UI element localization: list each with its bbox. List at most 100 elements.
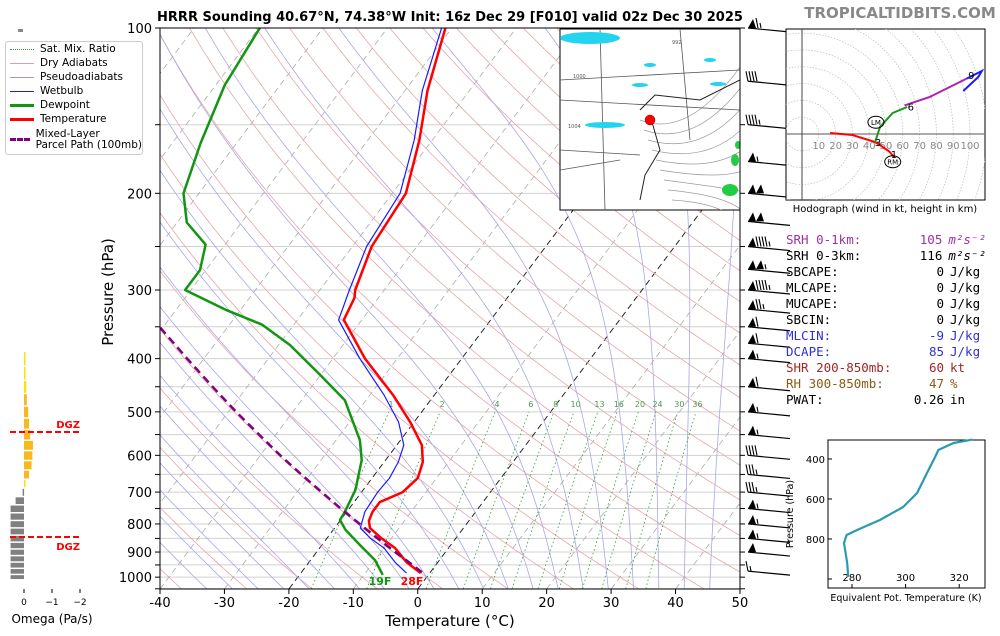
barb-half <box>749 566 752 572</box>
stat-row: DCAPE: 85 J/kg <box>786 344 986 360</box>
dry-adiabat <box>160 211 574 589</box>
mixing-ratio-line <box>490 411 555 589</box>
barb-full <box>751 481 755 493</box>
y-axis-label: Pressure (hPa) <box>99 238 117 346</box>
wind-barb <box>747 260 791 274</box>
barb-full <box>755 236 759 247</box>
mixing-ratio-line <box>366 411 441 589</box>
stat-unit: m²s⁻² <box>948 232 986 247</box>
y-tick-label: 700 <box>127 486 152 501</box>
stat-unit: J/kg <box>950 344 981 359</box>
omega-bar <box>10 549 24 555</box>
barb-half <box>756 503 759 509</box>
pseudoadiabat <box>160 33 534 589</box>
wind-barb <box>747 152 791 167</box>
hodograph-segment <box>874 106 908 143</box>
stat-unit: J/kg <box>950 264 981 279</box>
wind-barb <box>747 514 791 529</box>
mixing-ratio-label: 8 <box>553 400 558 409</box>
y-tick-label: 900 <box>127 546 152 561</box>
series-temperature-line <box>342 28 447 575</box>
legend-item: Temperature <box>6 113 142 127</box>
isobar-contour <box>651 130 740 155</box>
barb-flag <box>748 349 756 359</box>
wind-barbs <box>745 17 791 576</box>
pseudoadiabat <box>160 515 233 589</box>
pseudoadiabat <box>160 462 284 589</box>
y-tick-label: 800 <box>127 518 152 533</box>
omega-bar <box>24 381 27 393</box>
barb-full <box>758 236 762 247</box>
pseudoadiabat <box>160 306 410 589</box>
x-tick-label: -20 <box>278 596 299 611</box>
series-dewpoint-line <box>182 28 384 576</box>
legend: Sat. Mix. Ratio Dry Adiabats Pseudoadiabat… <box>5 41 143 155</box>
pseudoadiabat <box>544 28 660 589</box>
pseudoadiabat <box>160 341 385 589</box>
barb-shaft <box>747 220 791 227</box>
barb-shaft <box>747 473 791 480</box>
hodograph-height-label: 3 <box>875 138 881 149</box>
legend-label: Sat. Mix. Ratio <box>40 42 116 55</box>
series-wetbulb-line <box>338 28 443 574</box>
barb-full <box>745 561 749 572</box>
pseudoadiabat <box>709 28 739 589</box>
pseudoadiabat <box>160 374 360 589</box>
hodograph-segment <box>904 77 968 107</box>
chart-title: HRRR Sounding 40.67°N, 74.38°W Init: 16z… <box>157 10 743 25</box>
isotherm <box>160 28 388 332</box>
stat-label: DCAPE: <box>786 344 832 359</box>
barb-flag <box>748 260 756 270</box>
x-tick-label: -40 <box>149 596 170 611</box>
state-border <box>599 29 606 210</box>
isotherm <box>482 244 740 589</box>
barb-half <box>758 119 761 125</box>
wind-barb <box>747 499 791 514</box>
isotherm <box>160 28 517 504</box>
barb-half <box>762 304 765 310</box>
mixing-ratio-label: 13 <box>594 400 604 409</box>
mixing-ratio-label: 4 <box>494 400 499 409</box>
mixing-ratio-label: 36 <box>692 400 702 409</box>
pseudoadiabat <box>654 28 691 589</box>
barb-shaft <box>747 551 791 557</box>
dry-adiabat <box>160 446 313 589</box>
dry-adiabat <box>289 28 740 432</box>
barb-shaft <box>747 124 791 130</box>
stat-row: SRH 0-1km: 105 m²s⁻² <box>786 232 986 248</box>
barb-full <box>754 71 758 82</box>
barb-full <box>755 17 759 29</box>
barb-flag <box>748 281 756 291</box>
theta-e-line <box>842 438 973 578</box>
x-tick-label: 40 <box>667 596 684 611</box>
pseudoadiabat <box>204 28 559 589</box>
barb-shaft <box>747 342 791 348</box>
barb-shaft <box>747 80 791 86</box>
wind-barb <box>747 316 791 332</box>
surface-dewpoint-label: 19F <box>369 575 392 588</box>
barb-full <box>745 464 749 475</box>
barb-flag <box>748 237 756 247</box>
stats-panel: SRH 0-1km: 105 m²s⁻² SRH 0-3km: 116 m²s⁻² SBCA… <box>786 232 986 408</box>
wind-barb <box>747 333 791 348</box>
legend-item: Dry Adiabats <box>6 57 142 71</box>
stat-row: MUCAPE: 0 J/kg <box>786 296 986 312</box>
pseudoadiabat <box>160 434 310 589</box>
barb-full <box>758 279 762 291</box>
surface-temperature-label: 28F <box>401 575 424 588</box>
mixing-ratio-label: 6 <box>528 400 533 409</box>
omega-bar <box>10 562 24 568</box>
mixing-ratio-line <box>537 411 599 589</box>
isotherm <box>160 28 453 418</box>
hodograph-ring-label: 20 <box>829 141 842 152</box>
omega-bar <box>10 528 24 535</box>
stat-value: 60 <box>928 360 944 375</box>
dry-adiabat <box>160 153 639 589</box>
barb-full <box>751 71 755 82</box>
pseudoadiabat <box>160 489 259 589</box>
wind-barb <box>747 349 791 364</box>
hodograph-ring-label: 80 <box>930 141 943 152</box>
stat-unit: % <box>950 376 958 391</box>
